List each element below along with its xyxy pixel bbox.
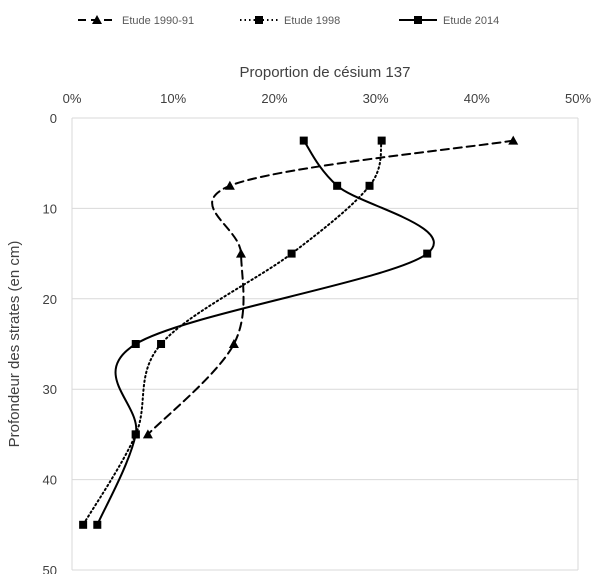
series-layer xyxy=(79,135,519,529)
series-line xyxy=(146,139,515,436)
y-tick-label: 50 xyxy=(43,563,57,574)
y-axis-title: Profondeur des strates (en cm) xyxy=(6,241,23,448)
legend-label: Etude 1990-91 xyxy=(122,15,194,27)
legend-label: Etude 2014 xyxy=(443,15,499,27)
data-point xyxy=(508,135,519,145)
legend-swatch-marker xyxy=(255,16,263,24)
y-tick-label: 40 xyxy=(43,473,57,488)
y-tick-label: 30 xyxy=(43,382,57,397)
data-point xyxy=(287,249,296,258)
x-axis-ticks: 0% 10% 20% 30% 40% 50% xyxy=(63,91,592,106)
series-2 xyxy=(79,136,386,529)
series-3 xyxy=(93,136,435,529)
x-tick-label: 20% xyxy=(261,91,287,106)
data-point xyxy=(377,136,386,145)
data-point xyxy=(93,520,102,529)
x-tick-label: 10% xyxy=(160,91,186,106)
x-tick-label: 30% xyxy=(363,91,389,106)
data-point xyxy=(299,136,308,145)
data-point xyxy=(333,181,342,190)
data-point xyxy=(142,429,153,439)
series-line xyxy=(82,139,383,526)
x-tick-label: 40% xyxy=(464,91,490,106)
x-tick-label: 0% xyxy=(63,91,82,106)
series-1 xyxy=(142,135,519,439)
data-point xyxy=(224,180,235,190)
legend-swatch-marker xyxy=(414,16,422,24)
legend-item: Etude 1998 xyxy=(240,15,340,27)
x-axis-title: Proportion de césium 137 xyxy=(240,64,411,81)
gridlines xyxy=(71,117,579,571)
data-point xyxy=(365,181,374,190)
data-point xyxy=(228,339,239,348)
legend: Etude 1990-91 Etude 1998 Etude 2014 xyxy=(78,15,499,27)
series-line xyxy=(96,139,435,526)
data-point xyxy=(236,248,247,258)
data-point xyxy=(79,520,88,529)
legend-label: Etude 1998 xyxy=(284,15,340,27)
y-axis-ticks: 0 10 20 30 40 50 xyxy=(43,111,57,574)
legend-item: Etude 2014 xyxy=(399,15,499,27)
x-tick-label: 50% xyxy=(565,91,591,106)
data-point xyxy=(423,249,432,258)
data-point xyxy=(131,430,140,439)
y-tick-label: 20 xyxy=(43,292,57,307)
legend-item: Etude 1990-91 xyxy=(78,15,194,27)
data-point xyxy=(131,340,140,348)
legend-swatch-marker xyxy=(92,15,102,24)
y-tick-label: 10 xyxy=(43,201,57,216)
data-point xyxy=(157,340,166,348)
y-tick-label: 0 xyxy=(50,111,57,126)
